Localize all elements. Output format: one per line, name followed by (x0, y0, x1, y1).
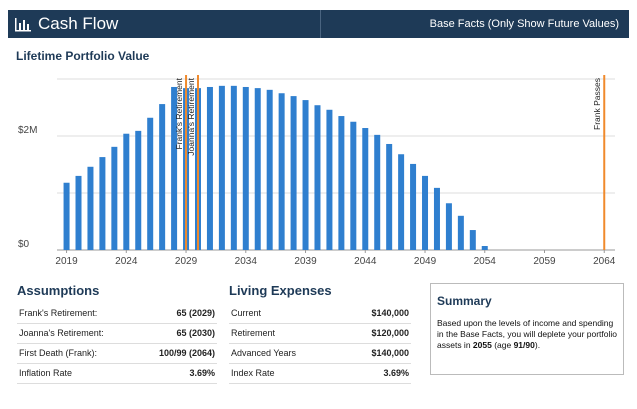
view-label: Base Facts (Only Show Future Values) (429, 18, 619, 30)
bar (111, 146, 118, 250)
bar (350, 121, 357, 250)
text: (age (491, 340, 514, 350)
bar (218, 85, 225, 250)
age: 91/90 (513, 340, 535, 350)
label: Frank's Retirement: (19, 308, 98, 318)
bar (290, 96, 297, 250)
bar (75, 175, 82, 250)
bar (135, 130, 142, 250)
x-tick-label: 2029 (175, 256, 198, 267)
living-expenses: Living Expenses Current $140,000 Retiremen… (229, 283, 411, 384)
text: ). (534, 340, 541, 350)
bar (422, 175, 429, 250)
y-tick-label: $0 (18, 239, 30, 250)
bar (445, 203, 452, 250)
chart-title: Lifetime Portfolio Value (16, 49, 150, 63)
label: Retirement (231, 328, 276, 338)
bar (469, 230, 476, 250)
year: 2055 (472, 340, 492, 350)
section-title: Assumptions (17, 283, 100, 298)
summary-title: Summary (437, 294, 492, 308)
bar (99, 157, 106, 250)
label: Index Rate (231, 368, 275, 378)
bar (338, 116, 345, 250)
row: Advanced Years $140,000 (229, 344, 411, 364)
bar (386, 143, 393, 250)
bar (242, 86, 249, 250)
x-tick-label: 2044 (354, 256, 377, 267)
bar (254, 88, 261, 251)
label: Advanced Years (231, 348, 297, 358)
bar (374, 134, 381, 250)
y-tick-label: $2M (18, 125, 37, 136)
bar (147, 117, 154, 250)
row: Joanna's Retirement: 65 (2030) (17, 324, 217, 344)
separator (320, 10, 321, 38)
section-title: Living Expenses (229, 283, 332, 298)
x-tick-label: 2019 (55, 256, 78, 267)
x-tick-label: 2049 (414, 256, 437, 267)
bar (63, 182, 70, 250)
bar (362, 128, 369, 250)
bar (326, 109, 333, 250)
chart-icon (15, 18, 31, 32)
bar (433, 187, 440, 250)
bar (398, 154, 405, 250)
annotation-label: Frank Passes (592, 78, 602, 130)
annotation-label: Frank's Retirement (174, 77, 184, 149)
x-tick-label: 2054 (474, 256, 497, 267)
x-tick-label: 2059 (533, 256, 556, 267)
header-title: Cash Flow (38, 14, 119, 33)
annotation-label: Joanna's Retirement (186, 77, 196, 155)
chart: Lifetime Portfolio Value $0 $2M 2019 2024 20… (16, 49, 616, 267)
row: Inflation Rate 3.69% (17, 364, 217, 384)
bar (266, 89, 273, 250)
label: Inflation Rate (19, 368, 73, 378)
bar (171, 86, 178, 250)
bar (302, 100, 309, 250)
value: 3.69% (383, 368, 409, 378)
value: $140,000 (371, 348, 409, 358)
value: $120,000 (371, 328, 409, 338)
row: Retirement $120,000 (229, 324, 411, 344)
bar (410, 163, 417, 250)
bar (123, 133, 130, 250)
bar (457, 215, 464, 250)
bar (230, 85, 237, 250)
bar (206, 86, 213, 250)
row: Index Rate 3.69% (229, 364, 411, 384)
assumptions: Assumptions Frank's Retirement: 65 (2029)… (17, 283, 217, 384)
text: Based upon the levels of income and spen… (437, 318, 618, 350)
row: Frank's Retirement: 65 (2029) (17, 304, 217, 324)
header: Cash Flow Base Facts (Only Show Future V… (8, 10, 629, 38)
bar (481, 246, 488, 250)
bar (278, 93, 285, 250)
bar (159, 104, 166, 250)
x-tick-label: 2064 (593, 256, 616, 267)
row: First Death (Frank): 100/99 (2064) (17, 344, 217, 364)
bar (87, 166, 94, 250)
value: 65 (2030) (176, 328, 215, 338)
row: Current $140,000 (229, 304, 411, 324)
value: 100/99 (2064) (158, 348, 215, 358)
value: 3.69% (189, 368, 215, 378)
bar (314, 105, 321, 250)
x-tick-label: 2024 (115, 256, 138, 267)
summary: Summary Based upon the levels of income … (430, 283, 624, 375)
summary-text: Based upon the levels of income and spen… (437, 318, 617, 351)
x-tick-label: 2039 (294, 256, 317, 267)
label: First Death (Frank): (19, 348, 98, 358)
value: 65 (2029) (176, 308, 215, 318)
x-tick-label: 2034 (235, 256, 258, 267)
label: Current (231, 308, 262, 318)
value: $140,000 (371, 308, 409, 318)
label: Joanna's Retirement: (19, 328, 104, 338)
